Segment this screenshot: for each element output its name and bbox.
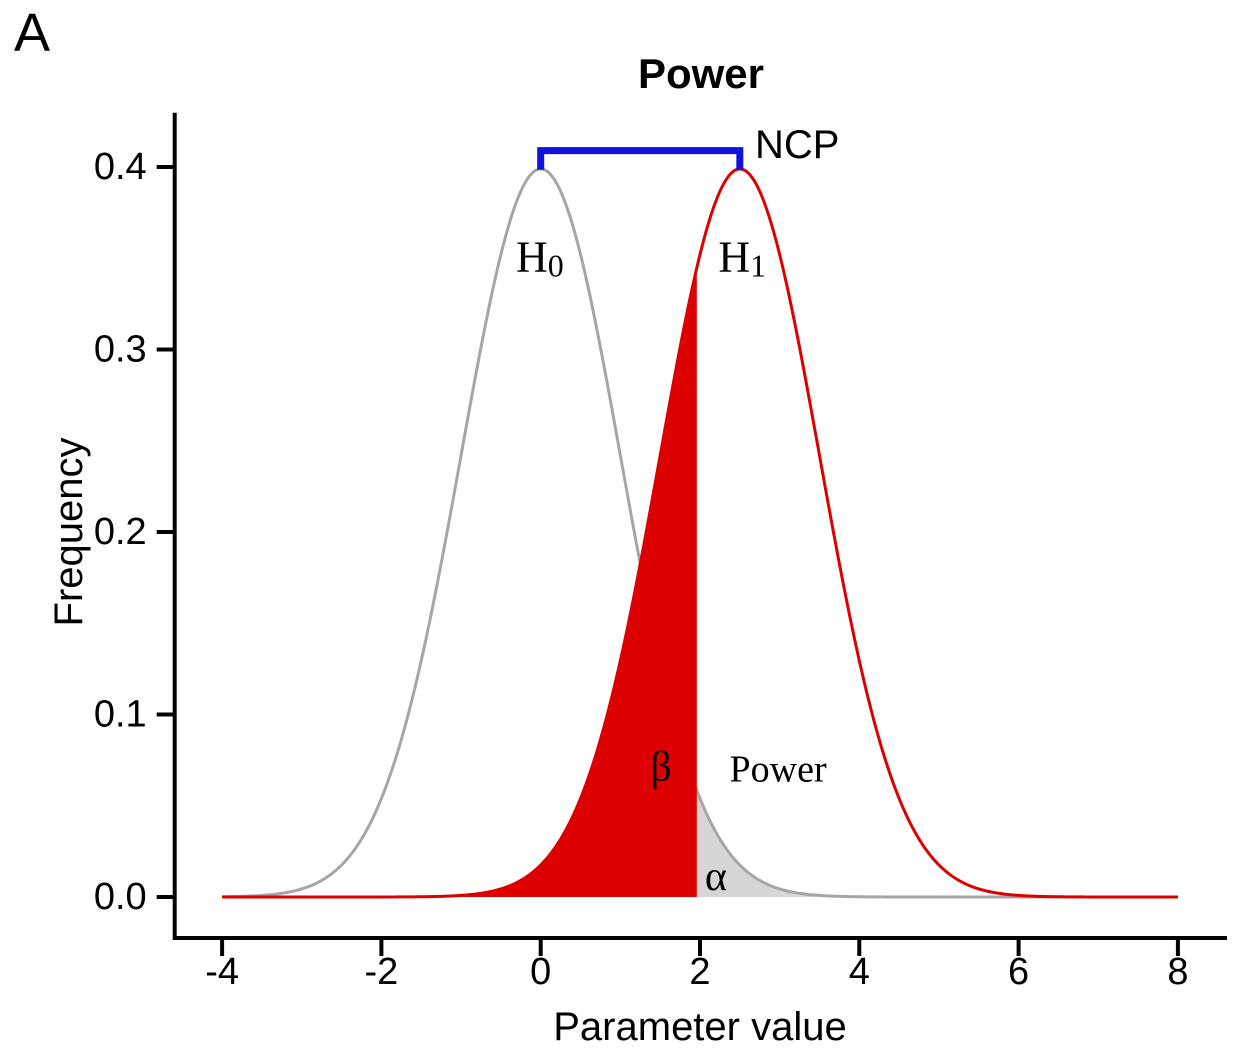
alpha-label: α <box>705 854 727 900</box>
y-tick-label: 0.0 <box>94 876 147 918</box>
x-tick-label: 2 <box>689 951 710 993</box>
x-axis-title: Parameter value <box>553 1005 846 1049</box>
panel-label: A <box>14 3 51 63</box>
y-tick-label: 0.4 <box>94 146 147 188</box>
h0-curve <box>222 167 1178 899</box>
h0-label: H0 <box>516 232 564 284</box>
x-tick-label: 6 <box>1008 951 1029 993</box>
h1-label: H1 <box>718 232 766 284</box>
axes-lines <box>172 112 1227 940</box>
y-tick-label: 0.3 <box>94 329 147 371</box>
x-tick-label: 4 <box>849 951 870 993</box>
x-tick-label: 8 <box>1167 951 1188 993</box>
x-tick-label: 0 <box>530 951 551 993</box>
beta-region <box>222 267 697 898</box>
x-tick-label: -2 <box>365 951 399 993</box>
y-tick-label: 0.1 <box>94 694 147 736</box>
chart-title: Power <box>637 50 765 97</box>
x-tick-label: -4 <box>205 951 239 993</box>
ncp-bracket <box>537 147 744 170</box>
h1-curve <box>222 167 1178 899</box>
alpha-region <box>696 790 1178 897</box>
y-tick-label: 0.2 <box>94 511 147 553</box>
beta-label: β <box>650 744 671 790</box>
ncp-label: NCP <box>755 123 839 167</box>
y-axis-title: Frequency <box>47 438 91 627</box>
power-label: Power <box>730 748 827 790</box>
